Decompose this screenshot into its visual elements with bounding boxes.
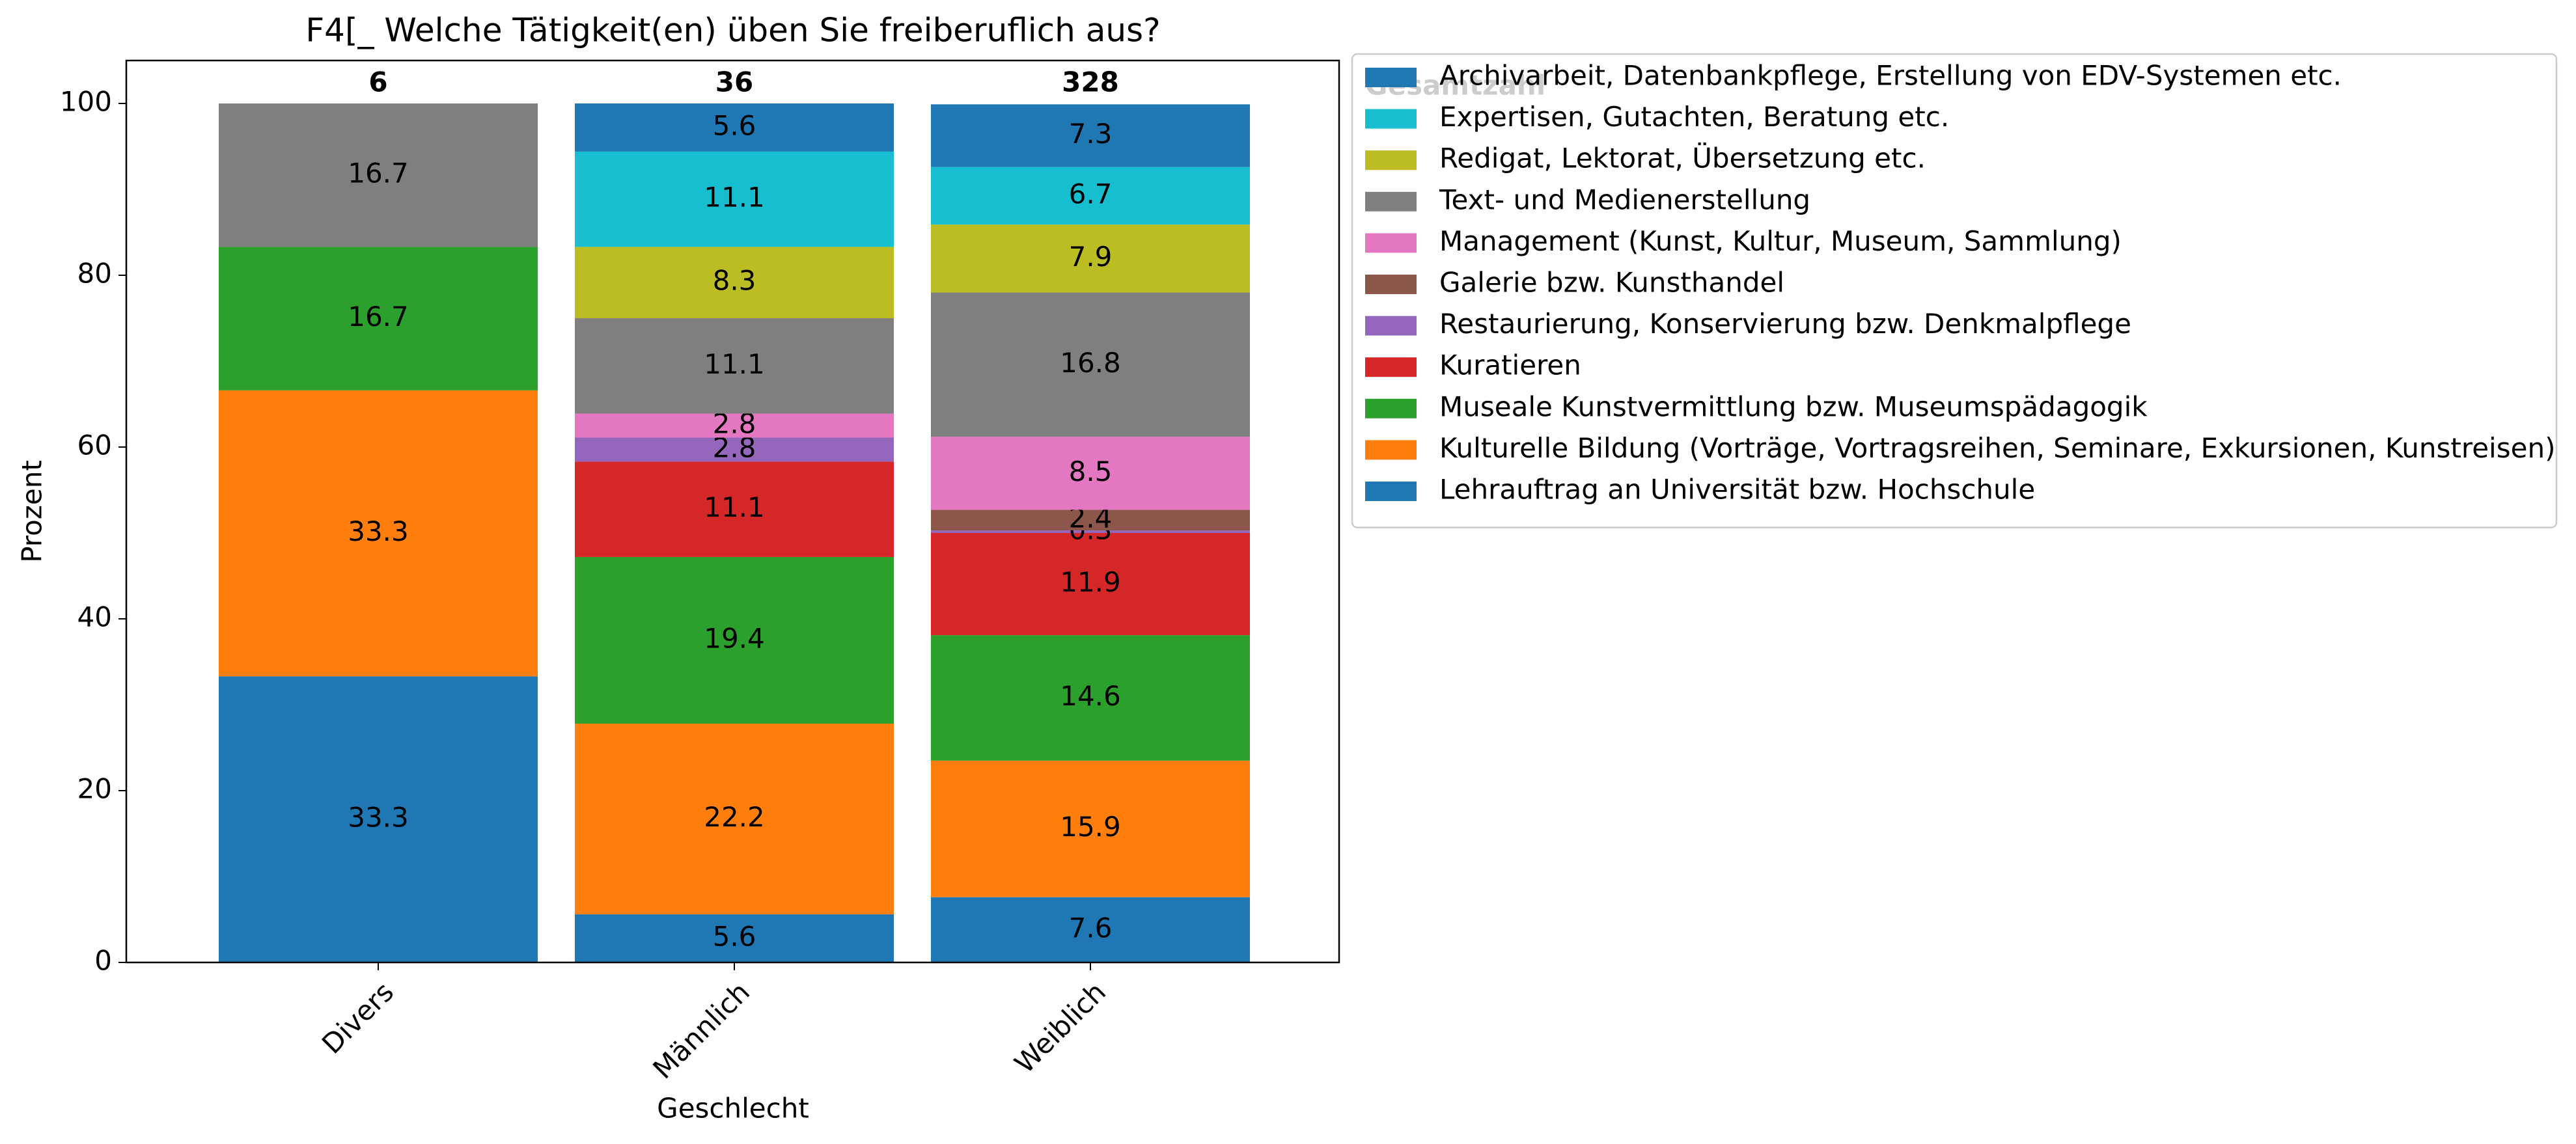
bar-segment xyxy=(575,247,894,318)
axes-frame xyxy=(125,59,1340,964)
x-axis-label: Geschlecht xyxy=(657,1093,809,1124)
data-label: 16.8 xyxy=(1060,347,1121,379)
bar-segment xyxy=(575,437,894,462)
legend-swatch xyxy=(1365,398,1417,418)
y-tick-label: 20 xyxy=(77,773,112,805)
data-label: 14.6 xyxy=(1060,680,1121,712)
bar-segment xyxy=(931,167,1250,225)
bar-segment xyxy=(575,151,894,247)
legend-label: Expertisen, Gutachten, Beratung etc. xyxy=(1439,101,1949,133)
data-label: 5.6 xyxy=(713,109,756,141)
legend-swatch xyxy=(1365,440,1417,460)
bar-segment xyxy=(219,103,538,247)
legend-swatch xyxy=(1365,316,1417,336)
y-tick-label: 40 xyxy=(77,601,112,633)
legend-swatch xyxy=(1365,357,1417,377)
x-tick-label: Männlich xyxy=(646,976,756,1085)
y-tick-label: 100 xyxy=(60,86,112,118)
bar-segment xyxy=(575,461,894,557)
bar-segment xyxy=(575,914,894,962)
legend-label: Kulturelle Bildung (Vorträge, Vortragsre… xyxy=(1439,432,2555,464)
data-label: 33.3 xyxy=(348,515,409,547)
legend-swatch xyxy=(1365,68,1417,87)
bar-segment xyxy=(575,724,894,915)
total-label: 328 xyxy=(1062,66,1119,98)
total-label: 36 xyxy=(715,66,753,98)
x-tick-label: Weiblich xyxy=(1008,976,1112,1080)
data-label: 7.6 xyxy=(1069,912,1113,944)
bar-segment xyxy=(931,437,1250,510)
bar-segment xyxy=(219,390,538,677)
bar-segment xyxy=(931,533,1250,636)
data-label: 16.7 xyxy=(348,301,409,333)
data-label: 11.1 xyxy=(704,348,765,380)
bar-segment xyxy=(931,635,1250,761)
bar-segment xyxy=(931,292,1250,437)
legend-swatch xyxy=(1365,150,1417,170)
y-tick-label: 0 xyxy=(94,945,112,977)
legend-swatch xyxy=(1365,482,1417,501)
bar-segment xyxy=(931,510,1250,531)
legend-label: Galerie bzw. Kunsthandel xyxy=(1439,267,1784,299)
data-label: 19.4 xyxy=(704,623,765,655)
legend-swatch xyxy=(1365,275,1417,294)
legend-label: Kuratieren xyxy=(1439,349,1581,381)
data-label: 7.9 xyxy=(1069,241,1113,273)
data-label: 15.9 xyxy=(1060,811,1121,843)
bar-segment xyxy=(931,225,1250,293)
y-tick-label: 80 xyxy=(77,258,112,290)
data-label: 6.7 xyxy=(1069,178,1113,210)
data-label: 11.9 xyxy=(1060,566,1121,598)
legend-box xyxy=(1351,53,2558,528)
bar-segment xyxy=(575,413,894,438)
legend-swatch xyxy=(1365,191,1417,211)
legend-label: Museale Kunstvermittlung bzw. Museumspäd… xyxy=(1439,390,2148,422)
bar-segment xyxy=(575,318,894,414)
y-tick-label: 60 xyxy=(77,429,112,461)
chart-title: F4[_ Welche Tätigkeit(en) üben Sie freib… xyxy=(305,12,1160,49)
bar-segment xyxy=(931,104,1250,167)
bar-segment xyxy=(931,897,1250,962)
legend-label: Restaurierung, Konservierung bzw. Denkma… xyxy=(1439,308,2131,340)
data-label: 8.3 xyxy=(713,265,756,297)
legend-label: Archivarbeit, Datenbankpflege, Erstellun… xyxy=(1439,60,2342,92)
legend-swatch xyxy=(1365,233,1417,253)
data-label: 16.7 xyxy=(348,157,409,189)
data-label: 33.3 xyxy=(348,802,409,834)
total-label: 6 xyxy=(368,66,387,98)
data-label: 11.1 xyxy=(704,182,765,213)
legend-label: Management (Kunst, Kultur, Museum, Samml… xyxy=(1439,225,2122,257)
bar-segment xyxy=(575,556,894,724)
data-label: 8.5 xyxy=(1069,456,1113,487)
x-tick-label: Divers xyxy=(316,976,400,1060)
data-label: 11.1 xyxy=(704,491,765,523)
y-axis-label: Prozent xyxy=(16,460,48,563)
legend-swatch xyxy=(1365,109,1417,129)
bar-segment xyxy=(575,103,894,152)
data-label: 7.3 xyxy=(1069,118,1113,150)
bar-segment xyxy=(219,247,538,390)
legend-label: Text- und Medienerstellung xyxy=(1439,184,1810,215)
bar-segment xyxy=(931,760,1250,897)
legend-label: Lehrauftrag an Universität bzw. Hochschu… xyxy=(1439,474,2035,506)
data-label: 22.2 xyxy=(704,801,765,833)
bar-segment xyxy=(931,530,1250,533)
bar-segment xyxy=(219,676,538,962)
legend-label: Redigat, Lektorat, Übersetzung etc. xyxy=(1439,142,1926,174)
data-label: 5.6 xyxy=(713,921,756,953)
